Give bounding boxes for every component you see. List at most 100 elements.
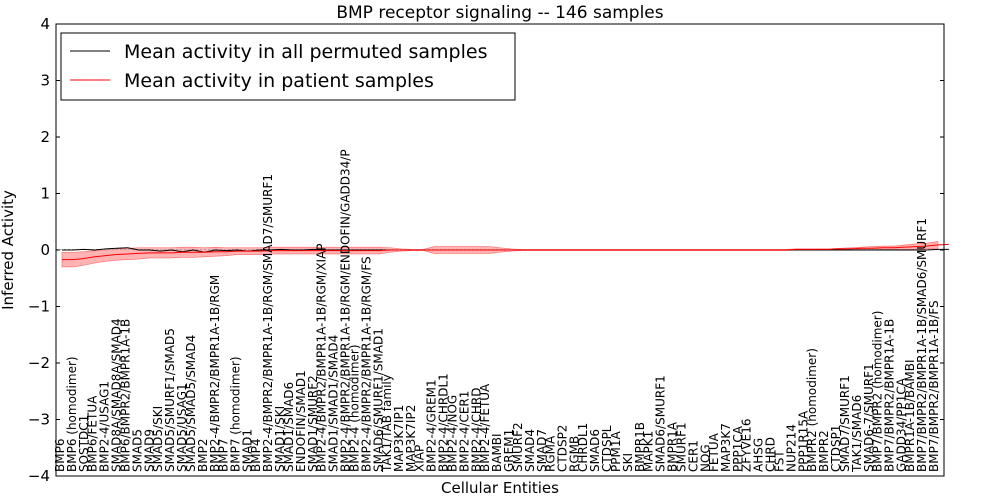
x-tick-labels: BMP6 BMP6/FETUA BMP6/BMPR2/BMPR1A-1B SMAD5/… xyxy=(53,149,941,473)
x-tick-label: BMP7 (homodimer) xyxy=(229,356,243,472)
x-tick-label: PPP1R15A xyxy=(796,410,810,472)
x-tick-label: BMP4 xyxy=(249,439,263,472)
x-tick-label: PPM1A xyxy=(609,431,623,472)
x-tick-label: BMPR1B xyxy=(633,422,647,472)
x-tick-label: BMP7/BMPR2 (homodimer) xyxy=(871,311,885,472)
x-tick-label: MAP3K7IP1 xyxy=(392,405,406,472)
x-tick-label: BMP2-4/GREM1 xyxy=(425,379,439,472)
x-tick-label: BMP2-4/BMPR2/BMPR1A-1B/RGM/FS xyxy=(359,256,373,472)
y-tick-label: 2 xyxy=(40,128,50,146)
y-tick-label: −1 xyxy=(28,298,50,316)
y-tick-label: −3 xyxy=(28,411,50,429)
x-tick-label: FST xyxy=(772,450,786,472)
x-tick-label: SMAD1 xyxy=(241,429,255,472)
x-tick-label: FETUA xyxy=(707,432,721,472)
x-tick-label: BMP2-4/NOG xyxy=(445,395,459,472)
x-tick-label: BMP7/BMPR2/BMPR1A-1B/FS xyxy=(927,300,941,472)
x-tick-label: SOSTDC1 xyxy=(77,415,91,472)
x-tick-label: BMPR1A xyxy=(666,421,680,472)
x-tick-label: SMAD6 xyxy=(588,429,602,472)
x-tick-label: BAMBI xyxy=(490,433,504,472)
x-tick-label: GADD34/PP1CA xyxy=(895,377,909,472)
x-tick-label: BMP6/FETUA xyxy=(86,395,100,472)
x-tick-label: SMAD1/SMAD6 xyxy=(282,382,296,472)
x-tick-label: GREM1 xyxy=(502,429,516,472)
x-tick-label: BMP2-4 (homodimer) xyxy=(347,344,361,472)
y-tick-label: 3 xyxy=(40,72,50,90)
legend-patient-label: Mean activity in patient samples xyxy=(124,70,434,92)
x-tick-label: CTDSP1 xyxy=(829,425,843,472)
patient-band-layer xyxy=(61,241,939,268)
x-tick-label: ENDOFIN/SMAD1 xyxy=(294,370,308,472)
x-tick-label: CHRDL1 xyxy=(576,423,590,472)
x-tick-label: SMAD4 xyxy=(523,429,537,472)
plot-area xyxy=(56,241,949,268)
x-tick-label: MAP3K7IP2 xyxy=(404,405,418,472)
x-tick-label: SKI xyxy=(621,453,635,472)
x-tick-label: NUP214 xyxy=(784,424,798,472)
x-tick-label: MAPK1 xyxy=(642,431,656,472)
y-axis: −4 −3 −2 −1 0 1 2 3 4 xyxy=(28,15,944,485)
x-tick-label: SMURF1 xyxy=(674,422,688,472)
x-tick-label: BMP6 (homodimer) xyxy=(65,356,79,472)
x-tick-label: BMP2-4/BMPR2/BMPR1A-1B/RGM xyxy=(208,275,222,472)
x-tick-label: SMAD5 xyxy=(130,429,144,472)
x-tick-label: AHSG xyxy=(752,438,766,472)
x-tick-label: SMAD6-7/SMURF1 xyxy=(862,363,876,472)
x-tick-label: XIAP xyxy=(413,445,427,472)
series-patient-line xyxy=(62,243,949,261)
x-tick-label: RGMA xyxy=(544,435,558,472)
x-tick-label: NOG xyxy=(698,444,712,472)
x-tick-label: SMAD9 xyxy=(142,429,156,472)
x-tick-label: BMP2-4/BMPR2/BMPR1A-1B/RGM/SMAD7/SMURF1 xyxy=(261,174,275,472)
x-tick-label: BMP2 xyxy=(196,439,210,472)
x-tick-label: BMP2-4/BMPR2/BMPR1A-1B/RGM/XIAP xyxy=(315,243,329,472)
y-tick-label: 4 xyxy=(40,15,50,33)
x-tick-label: SMAD8A/SMAD8A/SMAD4 xyxy=(110,318,124,472)
y-tick-label: −2 xyxy=(28,354,50,372)
x-tick-label: SMAD5/SMURF1/SMAD5 xyxy=(163,328,177,472)
chart-title: BMP receptor signaling -- 146 samples xyxy=(336,3,663,23)
x-tick-label: PPP1CA xyxy=(731,425,745,472)
x-tick-label: TAK1/TAB family xyxy=(380,374,394,473)
x-tick-label: RGMB xyxy=(568,436,582,472)
x-tick-label: CTDSPL xyxy=(600,425,614,472)
x-tick-label: SMAD7 xyxy=(535,429,549,472)
y-tick-label: −4 xyxy=(28,467,50,485)
y-axis-label: Inferred Activity xyxy=(0,190,17,310)
x-tick-label: SMAD7/SMURF1 xyxy=(838,375,852,472)
x-tick-label: BMP2-4/BMPR2/BMPR1A-1B/RGM/ENDOFIN/GADD3… xyxy=(339,149,353,472)
x-tick-label: BMP7/BMPR2/BMPR1A-1B/SMAD6/SMURF1 xyxy=(915,218,929,472)
x-tick-label: SMAD1/SMAD1/SMAD4 xyxy=(327,335,341,472)
x-tick-label: TAK1/SMAD6 xyxy=(850,395,864,473)
x-tick-label: BMP2-4/CHRDL1 xyxy=(437,373,451,472)
x-tick-label: BMPR2 (homodimer) xyxy=(805,348,819,472)
x-tick-label: BMP2-4/CER1 xyxy=(457,391,471,472)
x-tick-label: BMPR2 xyxy=(817,430,831,472)
x-tick-label: MAP3K7 xyxy=(719,423,733,472)
x-tick-label: SMAD6/SMURF1 xyxy=(654,375,668,472)
x-axis-label: Cellular Entities xyxy=(441,479,559,497)
x-tick-label: CHRD xyxy=(764,437,778,472)
x-tick-label: SMAD5/USAG1 xyxy=(175,383,189,472)
legend-frame xyxy=(60,32,516,101)
x-tick-label: SMAD5/SMAD5/SMAD4 xyxy=(184,335,198,472)
x-tick-label: BMP7/BMPR2/BMPR1A-1B xyxy=(883,319,897,472)
x-tick-label: SMAD5/SKI xyxy=(151,406,165,472)
patient-std-band xyxy=(61,241,939,268)
x-tick-label: CER1 xyxy=(686,440,700,472)
x-tick-label: SMURF2 xyxy=(511,422,525,472)
x-tick-label: BMP2-4/USAG1 xyxy=(98,381,112,472)
y-tick-label: 1 xyxy=(40,185,50,203)
x-tick-label: SMAD1/SMURF2 xyxy=(306,375,320,472)
x-tick-label: BMPR1A-1B/BAMBI xyxy=(903,359,917,472)
x-tick-label: CTDSP2 xyxy=(556,425,570,472)
x-tick-label: SMAD6/SMURF1/SMAD1 xyxy=(371,328,385,472)
legend-permuted-label: Mean activity in all permuted samples xyxy=(124,41,487,63)
x-tick-label: BMP2-4/CHRD xyxy=(469,388,483,472)
x-tick-label: BMP7 xyxy=(217,439,231,472)
x-tick-label: BMP6/BMPR2/BMPR1A-1B xyxy=(118,319,132,472)
x-tick-label: ZFYVE16 xyxy=(740,418,754,472)
x-tick-label: BMP2-4/FETUA xyxy=(478,383,492,472)
